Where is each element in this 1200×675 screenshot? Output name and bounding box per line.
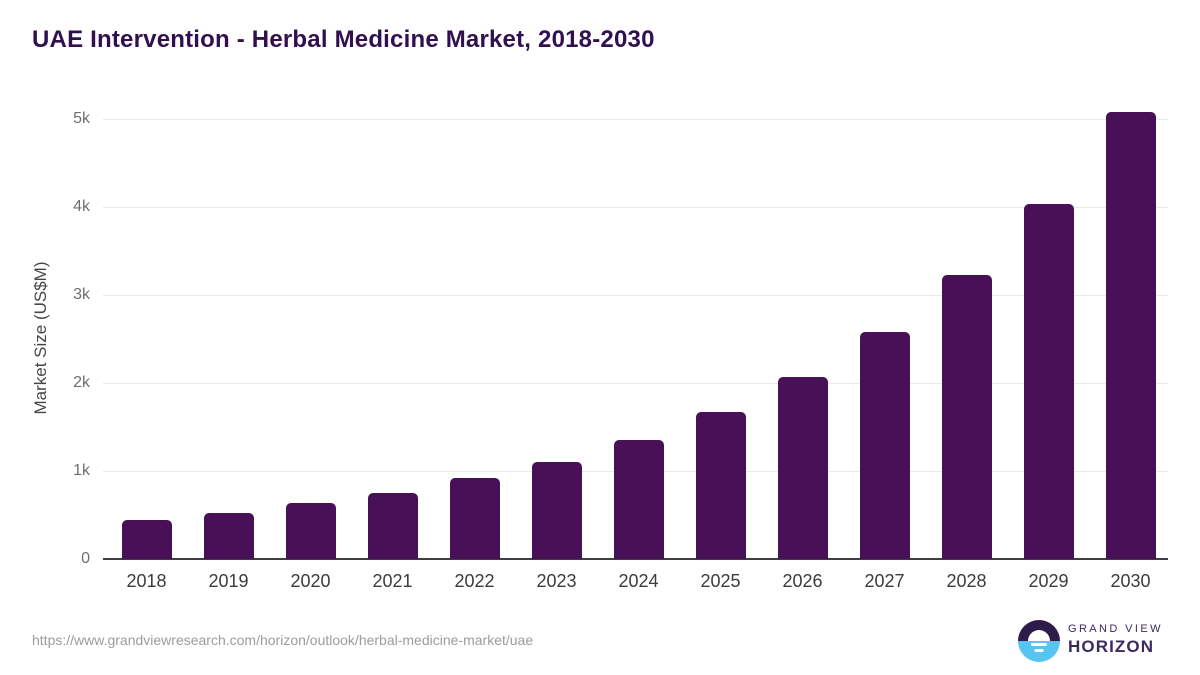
chart-title: UAE Intervention - Herbal Medicine Marke… [32, 26, 655, 53]
x-tick-2029: 2029 [1028, 571, 1069, 591]
bar-2029[interactable] [1023, 203, 1074, 559]
x-tick-2020: 2020 [290, 571, 331, 591]
x-tick-2026: 2026 [782, 571, 823, 591]
logo-product-name: HORIZON [1068, 637, 1155, 656]
bar-2028[interactable] [941, 275, 992, 559]
x-tick-2018: 2018 [126, 571, 167, 591]
bar-2020[interactable] [285, 502, 336, 559]
y-tick-5k: 5k [73, 110, 90, 127]
bar-2030[interactable] [1105, 111, 1156, 559]
bar-2022[interactable] [449, 478, 500, 559]
bar-2024[interactable] [613, 440, 664, 559]
x-tick-2023: 2023 [536, 571, 577, 591]
x-tick-2022: 2022 [454, 571, 495, 591]
gridline-3k [103, 295, 1168, 296]
plot-area: 0 1k 2k 3k 4k 5k 2018 2019 2020 2021 2022 2023 2024 2… [73, 99, 1168, 591]
y-tick-1k: 1k [73, 462, 90, 479]
grand-view-horizon-logo[interactable]: GRAND VIEW HORIZON [1018, 620, 1178, 664]
bar-2019[interactable] [203, 512, 254, 559]
gridline-2k [103, 383, 1168, 384]
x-axis-line [103, 558, 1168, 560]
bar-2018[interactable] [121, 519, 172, 559]
x-tick-2024: 2024 [618, 571, 659, 591]
bar-2023[interactable] [531, 461, 582, 559]
bar-2027[interactable] [859, 332, 910, 559]
x-tick-2025: 2025 [700, 571, 741, 591]
y-tick-3k: 3k [73, 286, 90, 303]
x-tick-2030: 2030 [1110, 571, 1151, 591]
y-tick-4k: 4k [73, 198, 90, 215]
source-url[interactable]: https://www.grandviewresearch.com/horizo… [32, 632, 534, 648]
logo-text: GRAND VIEW HORIZON [1068, 623, 1163, 657]
x-tick-2019: 2019 [208, 571, 249, 591]
y-tick-0: 0 [81, 550, 90, 567]
gridline-5k [103, 119, 1168, 120]
bar-2025[interactable] [695, 412, 746, 559]
x-tick-2028: 2028 [946, 571, 987, 591]
horizon-sunset-icon [1018, 620, 1060, 662]
bar-2026[interactable] [777, 376, 828, 559]
logo-brand-name: GRAND VIEW [1068, 623, 1163, 635]
x-tick-2021: 2021 [372, 571, 413, 591]
y-tick-2k: 2k [73, 374, 90, 391]
bar-2021[interactable] [367, 492, 418, 559]
gridline-4k [103, 207, 1168, 208]
x-tick-2027: 2027 [864, 571, 905, 591]
